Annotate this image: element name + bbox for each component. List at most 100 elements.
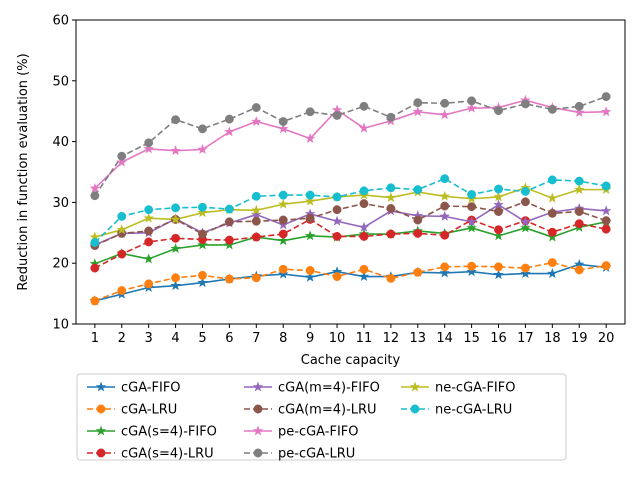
data-point-circle: [198, 202, 207, 212]
legend-label: cGA(m=4)-LRU: [278, 403, 377, 418]
data-point-star: [170, 145, 181, 156]
data-point-circle: [601, 224, 611, 234]
data-point-circle: [332, 192, 342, 202]
data-point-circle: [413, 228, 423, 238]
data-point-star: [358, 122, 370, 133]
legend-star-icon: [409, 381, 421, 392]
data-point-circle: [305, 190, 315, 200]
series-line: [94, 99, 607, 189]
data-point-circle: [359, 101, 369, 111]
data-point-circle: [251, 216, 261, 226]
data-point-circle: [547, 208, 557, 218]
data-point-star: [439, 267, 450, 278]
data-point-circle: [198, 229, 207, 239]
data-point-circle: [171, 233, 181, 243]
data-point-circle: [547, 258, 557, 268]
x-tick-label: 4: [171, 331, 179, 346]
data-point-circle: [547, 227, 557, 237]
data-point-star: [574, 184, 585, 195]
x-tick-label: 3: [145, 331, 153, 346]
data-point-circle: [520, 187, 530, 196]
y-axis-label: Reduction in function evaluation (%): [16, 53, 31, 290]
data-point-circle: [90, 238, 100, 247]
data-point-circle: [90, 191, 100, 201]
series-line: [94, 261, 607, 302]
series-line: [94, 177, 607, 244]
data-point-star: [197, 277, 208, 288]
legend-star-icon: [252, 425, 264, 436]
data-point-circle: [574, 176, 584, 186]
data-point-circle: [467, 190, 477, 199]
data-point-star: [547, 192, 558, 203]
data-point-circle: [386, 273, 396, 283]
plot-lines: [94, 95, 607, 302]
plot-markers: [89, 92, 612, 306]
data-point-circle: [494, 225, 503, 235]
x-tick-label: 18: [544, 331, 561, 346]
data-point-circle: [574, 265, 584, 275]
data-point-circle: [467, 96, 477, 106]
y-axis: 10 20 30 40 50 60: [52, 14, 76, 333]
x-tick-label: 5: [198, 331, 206, 346]
legend-circle-icon: [253, 404, 263, 414]
data-point-circle: [359, 199, 369, 209]
data-point-circle: [224, 274, 234, 284]
data-point-star: [466, 102, 477, 113]
y-tick-label: 40: [52, 135, 69, 150]
x-tick-label: 16: [490, 331, 507, 346]
x-tick-label: 12: [383, 331, 400, 346]
x-tick-label: 8: [279, 331, 287, 346]
data-point-star: [439, 109, 450, 120]
x-tick-label: 17: [517, 331, 534, 346]
data-point-circle: [601, 261, 611, 271]
data-point-star: [439, 210, 450, 221]
data-point-circle: [520, 263, 530, 273]
data-point-circle: [440, 98, 450, 108]
x-tick-label: 2: [118, 331, 126, 346]
legend-label: pe-cGA-FIFO: [278, 425, 358, 440]
data-point-circle: [144, 237, 154, 247]
x-tick-label: 19: [571, 331, 588, 346]
x-tick-label: 15: [463, 331, 480, 346]
data-point-star: [466, 216, 477, 227]
data-point-star: [170, 213, 181, 224]
data-point-star: [116, 224, 127, 235]
data-point-circle: [305, 107, 315, 117]
data-point-star: [493, 269, 504, 280]
data-point-star: [520, 216, 531, 227]
data-point-circle: [224, 235, 234, 245]
data-point-circle: [413, 185, 423, 195]
data-point-star: [197, 239, 208, 250]
y-tick-label: 30: [52, 196, 69, 211]
data-point-star: [304, 230, 316, 241]
data-point-circle: [224, 114, 234, 124]
data-point-circle: [359, 186, 369, 196]
data-point-star: [600, 205, 612, 216]
data-point-star: [304, 195, 316, 206]
x-tick-label: 1: [91, 331, 99, 346]
data-point-star: [170, 243, 181, 254]
data-point-circle: [278, 229, 288, 239]
data-point-circle: [520, 99, 530, 109]
data-point-star: [304, 271, 316, 282]
data-point-circle: [440, 230, 450, 240]
data-point-star: [493, 230, 504, 241]
data-point-circle: [90, 263, 100, 273]
data-point-star: [197, 144, 208, 154]
data-point-star: [304, 133, 316, 143]
legend-star-icon: [95, 381, 107, 392]
data-point-circle: [386, 204, 396, 213]
series-line: [94, 263, 607, 302]
data-point-circle: [386, 183, 396, 193]
data-point-circle: [574, 207, 584, 216]
x-tick-label: 7: [252, 331, 260, 346]
data-point-star: [197, 207, 208, 218]
data-point-circle: [574, 101, 584, 111]
x-tick-label: 14: [436, 331, 453, 346]
data-point-circle: [171, 203, 181, 213]
y-tick-label: 20: [52, 257, 69, 272]
data-point-circle: [251, 232, 261, 242]
data-point-circle: [359, 264, 369, 274]
data-point-star: [466, 222, 477, 233]
data-point-circle: [117, 249, 127, 259]
